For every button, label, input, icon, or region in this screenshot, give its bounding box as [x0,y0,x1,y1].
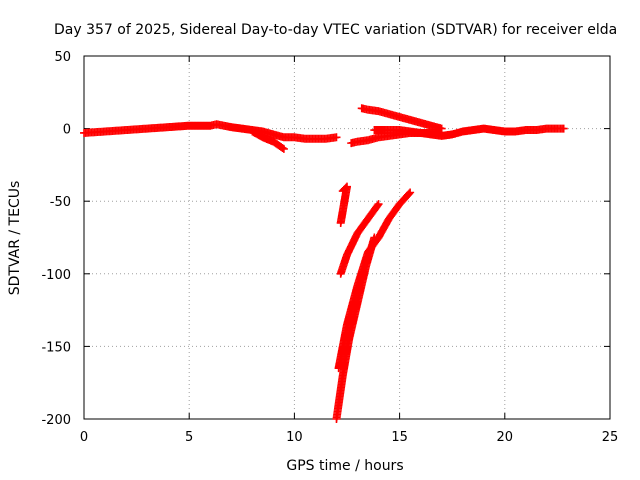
plot-frame [83,55,611,420]
point-marker [278,143,287,152]
y-tick-label: -100 [41,268,71,283]
y-tick-label: -50 [50,195,71,210]
y-tick-label: 50 [54,50,71,65]
point-marker [279,144,288,153]
chart-title: Day 357 of 2025, Sidereal Day-to-day VTE… [54,22,617,38]
point-marker [374,200,383,209]
point-marker [405,189,414,198]
x-tick-label: 0 [80,430,88,445]
x-tick-label: 25 [602,430,619,445]
y-tick-label: 0 [63,123,71,138]
series-1 [248,127,288,153]
x-tick-label: 20 [497,430,514,445]
y-tick-labels: -200 -150 -100 -50 0 50 [41,50,71,428]
x-tick-label: 15 [391,430,408,445]
series-9 [374,188,415,242]
x-tick-label: 10 [286,430,303,445]
axis-ticks [83,55,611,420]
point-marker [373,201,382,210]
point-marker [336,218,345,227]
series-0 [80,120,341,143]
data-points [80,104,568,423]
point-marker [559,124,568,133]
y-tick-label: -150 [41,340,71,355]
series-6 [332,233,379,423]
series-7 [334,233,383,373]
y-axis-label: SDTVAR / TECUs [7,181,23,296]
point-marker [406,188,415,197]
x-axis-label: GPS time / hours [286,458,403,474]
x-tick-labels: 0 5 10 15 20 25 [80,430,618,445]
series-5 [427,124,568,140]
series-3 [357,104,446,133]
y-tick-label: -200 [41,413,71,428]
series-10 [336,182,351,227]
point-marker [437,124,446,133]
series-8 [336,200,383,278]
point-marker [332,133,341,142]
x-tick-label: 5 [185,430,193,445]
